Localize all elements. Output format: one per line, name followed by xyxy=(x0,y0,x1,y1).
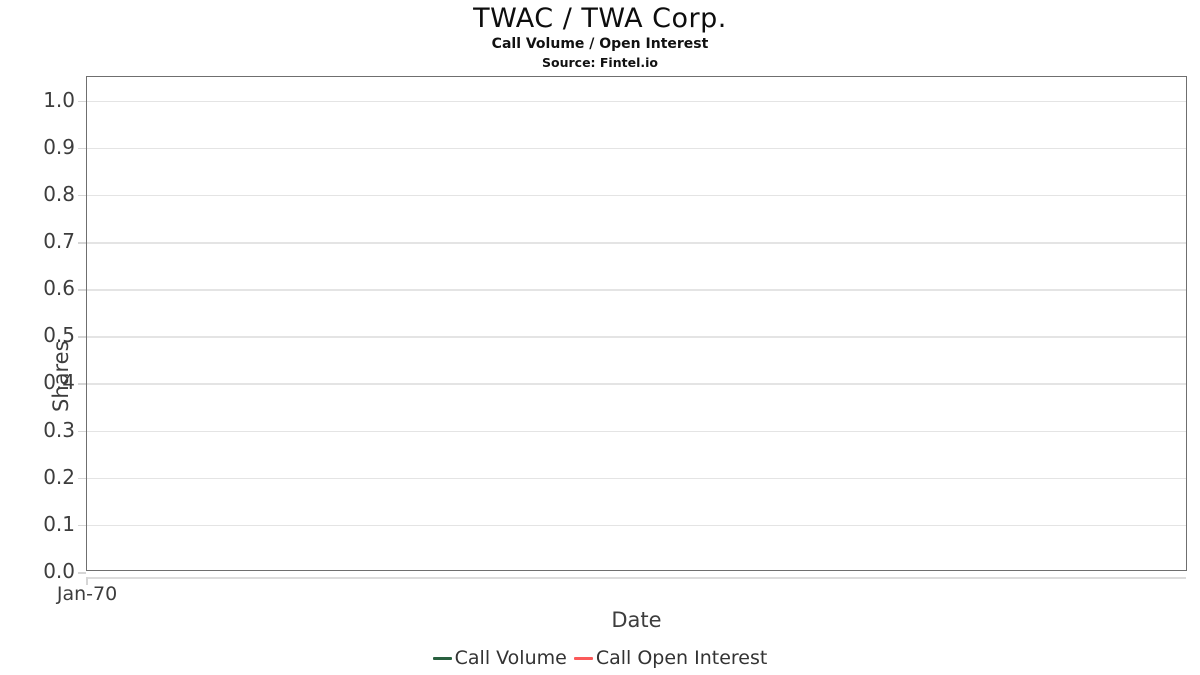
y-tick-label: 0.5 xyxy=(43,323,75,348)
x-tick-label: Jan-70 xyxy=(56,583,118,605)
legend-swatch-icon xyxy=(432,656,452,660)
legend-label: Call Open Interest xyxy=(595,647,768,669)
y-tick-label: 0.3 xyxy=(43,417,75,442)
y-axis-tick xyxy=(78,147,86,150)
y-tick-label: 0.9 xyxy=(43,134,75,159)
y-tick-label: 0.6 xyxy=(43,276,75,301)
x-axis-line xyxy=(87,577,1186,579)
plot-area: Jan-70 Shares 0.0 0.1 0.2 0.3 0.4 0.5 0.6 0.7 0.… xyxy=(43,76,1187,605)
legend-label: Call Volume xyxy=(454,647,567,669)
gridline-y-0.8 xyxy=(87,194,1186,197)
y-axis-tick xyxy=(78,383,86,385)
y-axis-tick xyxy=(78,100,86,103)
chart-source: Source: Fintel.io xyxy=(542,55,658,70)
y-tick-label: 0.4 xyxy=(43,370,75,395)
legend-swatch-icon xyxy=(573,656,593,660)
y-axis-tick xyxy=(78,289,86,291)
y-axis-tick xyxy=(78,242,86,244)
y-axis-tick xyxy=(78,336,86,338)
y-tick-label: 0.1 xyxy=(43,511,75,536)
legend: Call Volume Call Open Interest xyxy=(0,647,1200,669)
x-axis-tick xyxy=(86,577,88,585)
y-axis-tick xyxy=(78,194,86,197)
gridline-y-0.3 xyxy=(87,430,1186,433)
legend-item-call-open-interest[interactable]: Call Open Interest xyxy=(573,647,768,669)
y-axis-tick xyxy=(78,572,86,574)
chart-title: TWAC / TWA Corp. xyxy=(473,3,727,34)
chart-header: TWAC / TWA Corp. Call Volume / Open Inte… xyxy=(0,0,1200,70)
gridline-y-0.7 xyxy=(87,242,1186,244)
gridline-y-0.6 xyxy=(87,289,1186,291)
gridline-y-1.0 xyxy=(87,100,1186,103)
gridline-y-0.5 xyxy=(87,336,1186,338)
y-tick-label: 0.8 xyxy=(43,181,75,206)
y-axis-tick xyxy=(78,477,86,480)
y-tick-label: 0.7 xyxy=(43,229,75,254)
y-tick-label: 1.0 xyxy=(43,87,75,112)
y-tick-label: 0.2 xyxy=(43,464,75,489)
y-axis-tick xyxy=(78,430,86,433)
chart-subtitle: Call Volume / Open Interest xyxy=(491,36,709,52)
gridline-y-0.1 xyxy=(87,524,1186,527)
x-axis-title: Date xyxy=(611,608,662,632)
gridline-y-0.2 xyxy=(87,477,1186,480)
gridline-y-0.9 xyxy=(87,147,1186,150)
y-axis-tick xyxy=(78,524,86,527)
y-tick-label: 0.0 xyxy=(43,559,75,584)
legend-item-call-volume[interactable]: Call Volume xyxy=(432,647,567,669)
gridline-y-0.4 xyxy=(87,383,1186,385)
